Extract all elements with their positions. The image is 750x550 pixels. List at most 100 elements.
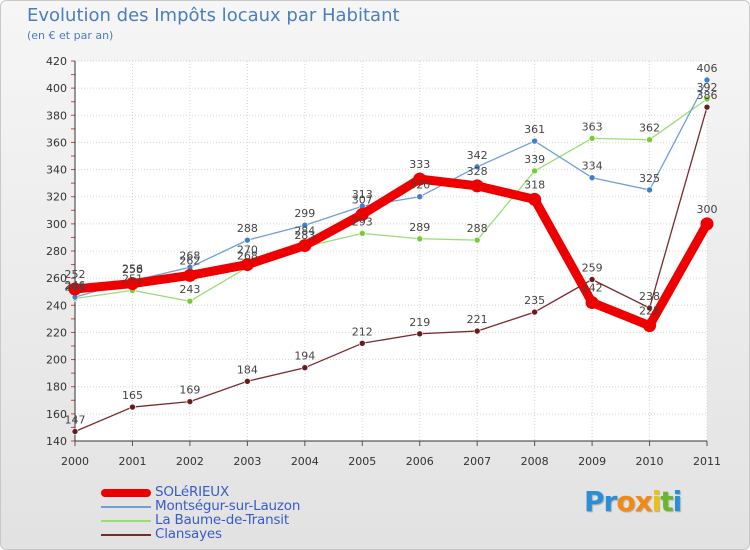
- data-point: [588, 174, 596, 182]
- data-label: 320: [409, 179, 430, 192]
- data-point: [301, 364, 309, 372]
- data-point: [358, 230, 366, 237]
- data-label: 289: [409, 221, 430, 234]
- y-tick-label: 420: [46, 55, 67, 68]
- data-label: 184: [237, 363, 258, 376]
- data-label: 194: [294, 350, 315, 363]
- data-point: [416, 193, 424, 201]
- x-tick-label: 2004: [291, 455, 319, 468]
- data-point: [416, 330, 424, 338]
- data-point: [358, 339, 366, 347]
- data-label: 342: [467, 149, 488, 162]
- y-tick-label: 340: [46, 164, 67, 177]
- data-label: 362: [639, 122, 660, 135]
- data-label: 235: [524, 294, 545, 307]
- y-tick-label: 200: [46, 354, 67, 367]
- data-label: 288: [237, 222, 258, 235]
- data-label: 259: [582, 262, 603, 275]
- data-point: [646, 186, 653, 194]
- data-label: 283: [294, 229, 315, 242]
- data-label: 318: [524, 178, 545, 191]
- data-point: [470, 179, 484, 193]
- data-label: 328: [467, 165, 488, 178]
- logo-letter: r: [603, 485, 618, 518]
- data-label: 293: [352, 215, 373, 228]
- chart-title: Evolution des Impôts locaux par Habitant: [27, 5, 400, 26]
- data-label: 221: [467, 313, 488, 326]
- data-label: 268: [237, 249, 258, 262]
- data-point: [186, 398, 194, 405]
- data-label: 225: [639, 305, 660, 318]
- data-label: 270: [237, 244, 258, 257]
- data-label: 262: [179, 254, 200, 267]
- data-label: 333: [409, 158, 430, 171]
- y-tick-label: 400: [46, 82, 67, 95]
- data-point: [700, 217, 714, 231]
- x-tick-label: 2007: [463, 455, 491, 468]
- data-point: [531, 308, 538, 316]
- legend-label: SOLéRIEUX: [155, 484, 230, 500]
- data-point: [646, 136, 653, 144]
- data-point: [643, 319, 657, 333]
- legend-swatch: [101, 534, 151, 536]
- x-tick-label: 2011: [693, 455, 721, 468]
- data-label: 251: [122, 272, 143, 285]
- data-label: 256: [122, 263, 143, 276]
- x-tick-label: 2005: [348, 455, 376, 468]
- data-point: [413, 172, 427, 186]
- data-label: 246: [65, 279, 86, 292]
- data-point: [473, 163, 481, 171]
- y-tick-label: 260: [46, 272, 67, 285]
- data-point: [71, 428, 79, 435]
- proxiti-logo: Proxiti: [584, 485, 683, 518]
- data-label: 165: [122, 389, 143, 402]
- logo-letter: i: [672, 485, 683, 518]
- data-point: [68, 282, 82, 296]
- data-label: 245: [65, 281, 86, 294]
- data-label: 288: [467, 222, 488, 235]
- logo-letter: i: [651, 485, 662, 518]
- data-point: [298, 239, 312, 253]
- y-tick-label: 360: [46, 136, 67, 149]
- y-tick-label: 280: [46, 245, 67, 258]
- data-label: 242: [582, 282, 603, 295]
- data-label: 334: [582, 160, 603, 173]
- x-tick-label: 2010: [636, 455, 664, 468]
- data-label: 212: [352, 325, 373, 338]
- data-label: 258: [122, 263, 143, 276]
- x-tick-label: 2003: [233, 455, 261, 468]
- y-tick-label: 140: [46, 435, 67, 448]
- legend-label: Montségur-sur-Lauzon: [155, 498, 301, 514]
- data-point: [531, 167, 538, 175]
- legend-swatch: [101, 506, 151, 508]
- data-point: [646, 304, 653, 312]
- data-label: 238: [639, 290, 660, 303]
- data-point: [703, 103, 711, 111]
- data-point: [244, 236, 251, 244]
- data-point: [528, 192, 542, 206]
- x-tick-label: 2001: [118, 455, 146, 468]
- data-point: [531, 137, 538, 145]
- data-point: [183, 268, 197, 282]
- series-line-3: [74, 106, 708, 433]
- data-point: [473, 327, 481, 335]
- data-point: [355, 207, 369, 221]
- data-label: 313: [352, 188, 373, 201]
- data-point: [703, 76, 711, 84]
- y-tick-label: 240: [46, 299, 67, 312]
- x-tick-label: 2008: [521, 455, 549, 468]
- data-point: [244, 377, 251, 385]
- data-label: 284: [294, 225, 315, 238]
- logo-letter: t: [660, 485, 673, 518]
- data-point: [186, 297, 194, 305]
- x-tick-label: 2002: [176, 455, 204, 468]
- data-point: [473, 236, 481, 244]
- logo-letter: P: [584, 485, 605, 518]
- series-line-0: [70, 174, 712, 331]
- data-label: 406: [697, 62, 718, 75]
- data-point: [703, 95, 711, 103]
- x-tick-label: 2009: [578, 455, 606, 468]
- y-tick-label: 220: [46, 326, 67, 339]
